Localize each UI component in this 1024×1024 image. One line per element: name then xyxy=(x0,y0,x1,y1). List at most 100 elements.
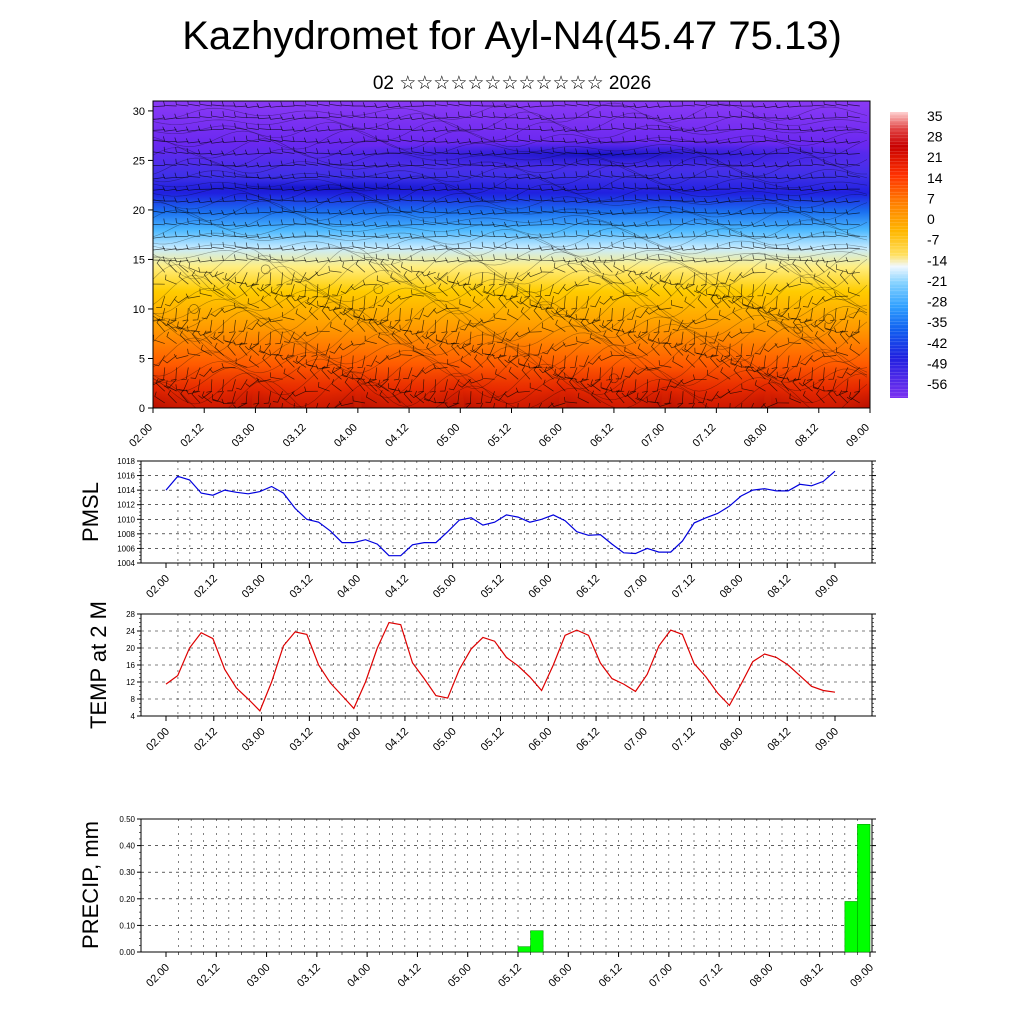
wind-barb xyxy=(547,355,554,369)
isotherm-contour xyxy=(153,326,868,363)
wind-barb xyxy=(637,343,648,356)
wind-barb xyxy=(562,245,578,251)
wind-barb xyxy=(153,224,154,226)
wind-barb xyxy=(445,244,460,250)
wind-barb xyxy=(482,283,495,295)
wind-barb xyxy=(622,290,637,297)
wind-barb xyxy=(706,369,719,380)
wind-barb xyxy=(409,390,425,399)
wind-barb xyxy=(153,117,165,120)
wind-barb xyxy=(727,209,743,215)
wind-barb xyxy=(162,355,177,364)
wind-barb xyxy=(823,217,837,226)
wind-barb xyxy=(704,257,719,263)
wind-barb xyxy=(245,379,260,387)
wind-barb xyxy=(340,242,354,249)
wind-barb xyxy=(764,194,778,202)
wind-barb xyxy=(264,331,272,346)
wind-barb xyxy=(398,102,413,108)
wind-barb xyxy=(153,319,165,322)
isotherm-contour xyxy=(153,245,868,266)
wind-barb xyxy=(503,102,519,108)
wind-barb xyxy=(327,257,342,263)
wind-barb xyxy=(209,256,224,262)
wind-barb xyxy=(791,355,802,368)
wind-barb xyxy=(448,272,460,284)
wind-barb xyxy=(717,159,731,166)
wind-barb xyxy=(516,295,531,305)
wind-barb xyxy=(236,379,248,390)
wind-barb xyxy=(271,286,283,297)
wind-barb xyxy=(327,402,342,408)
wind-barb xyxy=(457,184,472,190)
wind-barb xyxy=(645,272,660,280)
wind-barb xyxy=(814,319,825,332)
wind-barb xyxy=(624,367,637,378)
wind-barb xyxy=(752,136,766,142)
calm-wind-circle xyxy=(373,284,384,295)
wind-barb xyxy=(574,126,589,132)
wind-barb xyxy=(257,183,271,190)
wind-barb xyxy=(410,160,424,166)
wind-barb xyxy=(798,185,813,191)
wind-barb xyxy=(740,255,754,261)
wind-barb xyxy=(681,136,695,142)
wind-barb xyxy=(587,170,601,178)
wind-barb xyxy=(156,295,166,308)
wind-barb xyxy=(740,196,754,202)
wind-barb xyxy=(535,284,543,298)
wind-barb xyxy=(363,241,377,249)
wind-barb xyxy=(363,122,377,131)
wind-barb xyxy=(516,243,530,249)
wind-barb xyxy=(516,207,530,214)
wind-barb xyxy=(565,309,578,321)
wind-barb xyxy=(599,295,613,305)
wind-barb xyxy=(339,209,354,215)
wind-barb xyxy=(153,164,165,166)
y-tick-label: 16 xyxy=(126,661,135,670)
wind-barb xyxy=(622,111,637,119)
wind-barb xyxy=(315,244,330,250)
wind-barb xyxy=(515,113,530,120)
wind-barb xyxy=(246,194,260,202)
isotherm-contour xyxy=(153,362,868,399)
wind-barb xyxy=(481,111,495,119)
wind-barb xyxy=(321,306,330,321)
wind-barb xyxy=(515,233,530,239)
wind-barb xyxy=(317,101,330,107)
wind-barb xyxy=(544,284,554,296)
wind-barb xyxy=(751,303,766,309)
wind-barb xyxy=(728,220,743,226)
wind-barb xyxy=(527,271,542,278)
wind-barb xyxy=(221,220,236,227)
wind-barb xyxy=(834,291,849,297)
wind-barb xyxy=(774,343,790,348)
wind-barb xyxy=(834,218,849,226)
wind-barb xyxy=(305,402,307,408)
wind-barb xyxy=(846,170,860,178)
wind-barb xyxy=(504,149,519,155)
wind-barb xyxy=(268,220,283,226)
wind-barb xyxy=(529,382,542,392)
wind-barb xyxy=(341,369,354,380)
wind-barb xyxy=(351,101,365,107)
precip-bar xyxy=(530,930,544,953)
y-axis-label: PMSL xyxy=(78,482,103,542)
x-tick-label: 08.12 xyxy=(798,962,826,990)
wind-barb xyxy=(621,150,637,156)
wind-barb xyxy=(330,321,342,333)
wind-barb xyxy=(730,355,743,366)
wind-barb xyxy=(692,197,707,203)
wind-barb xyxy=(493,402,495,408)
wind-barb xyxy=(507,272,519,284)
wind-barb xyxy=(174,197,189,203)
wind-barb xyxy=(806,367,813,381)
wind-barb xyxy=(833,138,849,144)
wind-barb xyxy=(780,318,790,332)
wind-barb xyxy=(691,402,696,408)
wind-barb xyxy=(210,183,224,190)
wind-barb xyxy=(327,367,342,375)
wind-barb xyxy=(812,381,825,392)
wind-barb xyxy=(375,194,389,202)
wind-barb xyxy=(598,197,613,203)
